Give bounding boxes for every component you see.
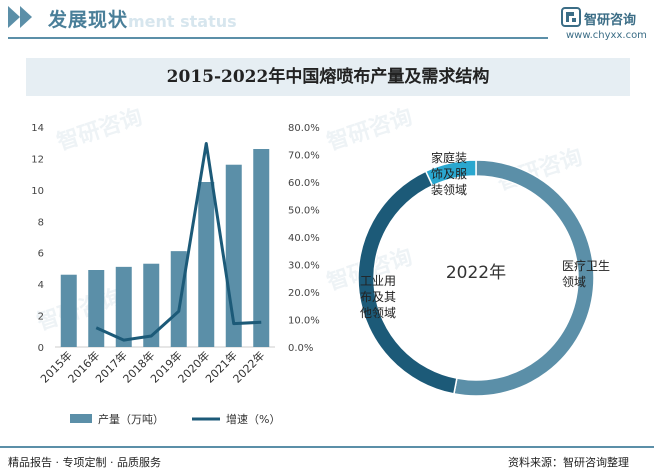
y-left-tick-label: 14 [31, 123, 44, 134]
donut-slice-2 [424, 159, 477, 187]
y-right-tick-label: 30.0% [288, 261, 320, 272]
bar-2017年 [115, 266, 132, 347]
donut-slice-label: 领域 [562, 275, 586, 289]
bar-2018年 [143, 263, 160, 347]
donut-slice-label: 装领域 [431, 183, 467, 197]
y-left-tick-label: 0 [38, 343, 44, 354]
chart-title: 2015-2022年中国熔喷布产量及需求结构 [26, 58, 630, 96]
y-right-tick-label: 40.0% [288, 233, 320, 244]
y-left-tick-label: 2 [38, 312, 44, 323]
header-subtitle: ment status [128, 12, 237, 31]
watermark-text: 智研咨询 [324, 104, 416, 156]
brand-name: 智研咨询 [584, 13, 637, 28]
donut-slice-label: 医疗卫生 [562, 259, 610, 273]
y-left-tick-label: 8 [38, 217, 44, 228]
donut-slice-label: 他领域 [360, 306, 396, 320]
y-right-tick-label: 50.0% [288, 206, 320, 217]
bar-2015年 [60, 274, 77, 347]
donut-slice-label: 饰及服 [431, 167, 467, 181]
y-right-tick-label: 70.0% [288, 151, 320, 162]
brand-logo-icon [561, 7, 581, 27]
y-right-tick-label: 20.0% [288, 288, 320, 299]
footer-tagline: 精品报告 · 专项定制 · 品质服务 [8, 456, 161, 469]
y-left-tick-label: 10 [31, 186, 44, 197]
growth-rate-line [95, 142, 262, 342]
donut-slice-label: 工业用 [360, 274, 396, 288]
legend-bar-label: 产量（万吨） [98, 412, 164, 426]
bar-2019年 [170, 251, 187, 347]
chevron-icon [20, 6, 32, 28]
header-underline [8, 37, 548, 39]
y-left-tick-label: 4 [38, 280, 44, 291]
donut-center-label: 2022年 [446, 263, 506, 283]
header: ment status 发展现状 智研咨询 www.chyxx.com [0, 0, 654, 44]
bar-2022年 [253, 149, 270, 347]
brand-url: www.chyxx.com [566, 30, 647, 41]
header-title: 发展现状 [48, 9, 129, 31]
footer: 精品报告 · 专项定制 · 品质服务 资料来源：智研咨询整理 [0, 446, 654, 473]
y-right-tick-label: 10.0% [288, 316, 320, 327]
watermark-text: 智研咨询 [54, 104, 146, 156]
bar-2016年 [88, 270, 105, 347]
footer-divider [0, 446, 654, 448]
legend-bar-swatch [70, 414, 92, 423]
y-left-tick-label: 12 [31, 154, 44, 165]
y-right-tick-label: 60.0% [288, 178, 320, 189]
y-right-tick-label: 80.0% [288, 123, 320, 134]
chevron-icon [8, 6, 20, 28]
donut-slice-label: 布及其 [360, 290, 396, 304]
y-right-tick-label: 0.0% [288, 343, 313, 354]
legend-line-label: 增速（%） [226, 412, 280, 426]
y-left-tick-label: 6 [38, 249, 44, 260]
watermark-text: 智研咨询 [34, 284, 126, 336]
bar-2020年 [198, 182, 215, 347]
donut-slice-label: 家庭装 [431, 150, 467, 165]
footer-source: 资料来源：智研咨询整理 [508, 456, 629, 469]
